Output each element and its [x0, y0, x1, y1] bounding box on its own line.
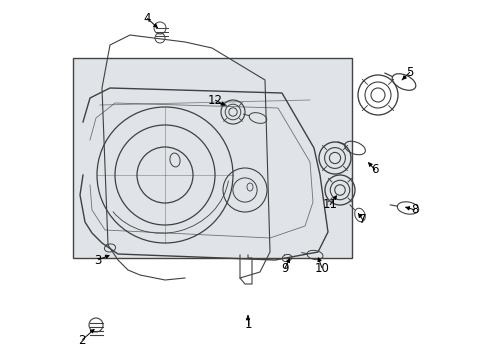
Text: 9: 9 — [281, 261, 288, 274]
Text: 6: 6 — [370, 163, 378, 176]
Text: 12: 12 — [207, 94, 222, 107]
Text: 7: 7 — [359, 213, 366, 226]
Text: 8: 8 — [410, 203, 418, 216]
Text: 3: 3 — [94, 253, 102, 266]
Text: 1: 1 — [244, 319, 251, 332]
Text: 10: 10 — [314, 261, 329, 274]
Bar — [73, 58, 351, 258]
Text: 11: 11 — [322, 198, 337, 211]
Text: 2: 2 — [78, 333, 85, 346]
Text: 5: 5 — [406, 66, 413, 78]
Text: 4: 4 — [143, 12, 150, 24]
